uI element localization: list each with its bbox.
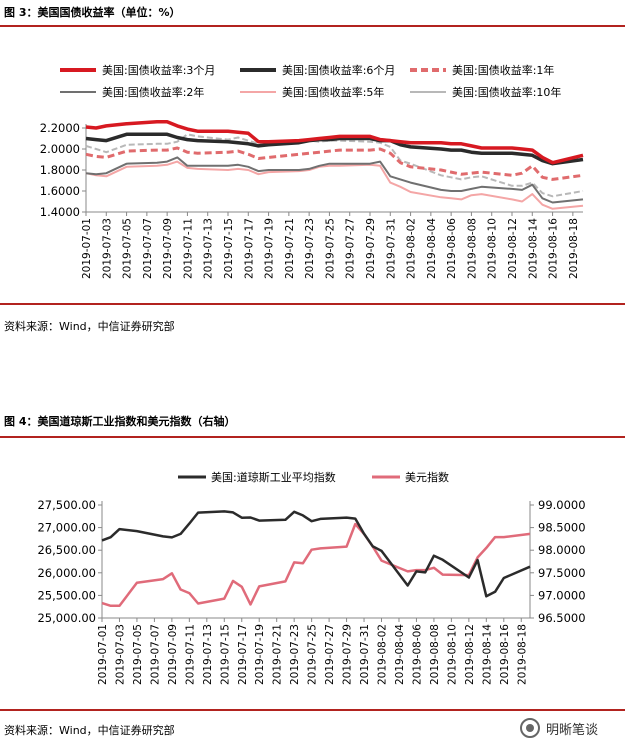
c2-x-tick-label: 2019-08-12 [464, 624, 476, 685]
c1-series-line [85, 146, 584, 181]
c1-series-line [85, 133, 584, 198]
c1-x-tick-label: 2019-07-29 [365, 218, 377, 279]
c2-x-tick-label: 2019-08-08 [429, 624, 441, 685]
c1-x-tick-label: 2019-07-01 [81, 218, 93, 279]
c2-x-tick-label: 2019-07-17 [237, 624, 249, 685]
watermark: 明晰笔谈 [520, 716, 630, 740]
c2-x-tick-label: 2019-07-25 [307, 624, 319, 685]
c1-x-tick-label: 2019-08-18 [568, 218, 580, 279]
c1-x-tick-label: 2019-07-21 [284, 218, 296, 279]
c1-x-tick-label: 2019-07-17 [243, 218, 255, 279]
figure4-top-rule [0, 436, 625, 438]
c1-legend-label: 美国:国债收益率:10年 [452, 85, 561, 99]
c1-y-tick-label: 2.2000 [40, 121, 80, 135]
watermark-text: 明晰笔谈 [546, 722, 599, 738]
c1-legend-label: 美国:国债收益率:5年 [282, 85, 384, 99]
c1-x-tick-label: 2019-07-19 [264, 218, 276, 279]
c2-y-right-tick-label: 96.5000 [538, 611, 586, 625]
c2-x-tick-label: 2019-07-03 [114, 624, 126, 685]
c1-x-tick-label: 2019-07-15 [223, 218, 235, 279]
c2-x-tick-label: 2019-08-06 [411, 624, 423, 685]
c1-legend-label: 美国:国债收益率:1年 [452, 63, 554, 77]
c2-y-left-tick-label: 27,500.00 [37, 498, 96, 512]
c2-y-right-tick-label: 98.5000 [538, 521, 586, 535]
figure3-top-rule [0, 25, 625, 27]
c2-x-tick-label: 2019-07-07 [149, 624, 161, 685]
c2-x-tick-label: 2019-07-11 [184, 624, 196, 685]
c2-x-tick-label: 2019-07-21 [272, 624, 284, 685]
c2-x-tick-label: 2019-07-19 [254, 624, 266, 685]
c2-y-right-tick-label: 99.0000 [538, 498, 586, 512]
c1-x-tick-label: 2019-07-11 [182, 218, 194, 279]
c2-x-tick-label: 2019-07-01 [97, 624, 109, 685]
c2-x-tick-label: 2019-07-31 [359, 624, 371, 685]
c2-x-tick-label: 2019-07-29 [342, 624, 354, 685]
wechat-logo-icon [520, 718, 540, 738]
c1-x-tick-label: 2019-07-05 [122, 218, 134, 279]
c2-y-right-tick-label: 97.5000 [538, 566, 586, 580]
c2-y-right-tick-label: 97.0000 [538, 588, 586, 602]
figure3-source: 资料来源：Wind，中信证券研究部 [4, 320, 175, 333]
c1-x-tick-label: 2019-07-03 [101, 218, 113, 279]
c2-x-tick-label: 2019-07-15 [219, 624, 231, 685]
c1-x-tick-label: 2019-08-14 [527, 218, 539, 279]
c2-x-tick-label: 2019-08-14 [481, 624, 493, 685]
c2-y-right-tick-label: 98.0000 [538, 543, 586, 557]
c1-x-tick-label: 2019-08-04 [426, 218, 438, 279]
c2-x-tick-label: 2019-08-16 [499, 624, 511, 685]
c1-legend-label: 美国:国债收益率:2年 [102, 85, 204, 99]
c1-x-tick-label: 2019-07-25 [324, 218, 336, 279]
figure4-source: 资料来源：Wind，中信证券研究部 [4, 724, 175, 737]
c2-y-left-tick-label: 27,000.00 [37, 521, 96, 535]
c1-y-tick-label: 1.4000 [40, 205, 80, 219]
figure4-title: 图 4：美国道琼斯工业指数和美元指数（右轴） [4, 415, 236, 428]
c1-series-line [85, 119, 584, 165]
figure4-bottom-rule [0, 709, 625, 711]
c1-x-tick-label: 2019-07-31 [385, 218, 397, 279]
c2-y-left-tick-label: 25,500.00 [37, 588, 96, 602]
c1-y-tick-label: 1.6000 [40, 184, 80, 198]
c1-y-tick-label: 2.0000 [40, 142, 80, 156]
c2-legend-label: 美国:道琼斯工业平均指数 [211, 470, 336, 484]
c2-x-tick-label: 2019-08-04 [394, 624, 406, 685]
c1-x-tick-label: 2019-08-08 [466, 218, 478, 279]
c1-x-tick-label: 2019-07-23 [304, 218, 316, 279]
c2-legend-label: 美元指数 [405, 470, 449, 484]
c2-y-left-tick-label: 26,000.00 [37, 566, 96, 580]
c1-x-tick-label: 2019-08-16 [548, 218, 560, 279]
c2-x-tick-label: 2019-07-13 [202, 624, 214, 685]
c2-series-line-dow [101, 510, 531, 598]
c1-legend-label: 美国:国债收益率:6个月 [282, 63, 395, 77]
c1-x-tick-label: 2019-08-10 [487, 218, 499, 279]
figure3-bottom-rule [0, 303, 625, 305]
c1-series-line [85, 132, 584, 166]
c1-x-tick-label: 2019-07-27 [345, 218, 357, 279]
c2-x-tick-label: 2019-07-27 [324, 624, 336, 685]
c1-y-tick-label: 1.8000 [40, 163, 80, 177]
c2-series-line-dxy [101, 522, 531, 608]
c1-x-tick-label: 2019-08-02 [406, 218, 418, 279]
c1-x-tick-label: 2019-07-07 [142, 218, 154, 279]
c1-x-tick-label: 2019-08-12 [507, 218, 519, 279]
c1-legend-label: 美国:国债收益率:3个月 [102, 63, 215, 77]
c1-x-tick-label: 2019-08-06 [446, 218, 458, 279]
c2-x-tick-label: 2019-07-05 [132, 624, 144, 685]
figure3-title: 图 3：美国国债收益率（单位：%） [4, 6, 181, 19]
c2-x-tick-label: 2019-08-02 [377, 624, 389, 685]
c2-x-tick-label: 2019-07-23 [289, 624, 301, 685]
c1-series-line [85, 160, 584, 210]
c2-x-tick-label: 2019-07-09 [167, 624, 179, 685]
c2-y-left-tick-label: 25,000.00 [37, 611, 96, 625]
c1-x-tick-label: 2019-07-13 [203, 218, 215, 279]
c2-x-tick-label: 2019-08-10 [446, 624, 458, 685]
c1-series-line [85, 156, 584, 204]
c2-y-left-tick-label: 26,500.00 [37, 543, 96, 557]
c2-x-tick-label: 2019-08-18 [516, 624, 528, 685]
c1-x-tick-label: 2019-07-09 [162, 218, 174, 279]
